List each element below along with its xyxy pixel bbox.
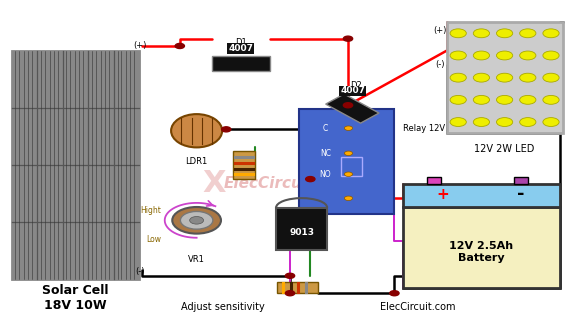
Text: VR1: VR1	[188, 255, 205, 264]
Bar	[12, 51, 139, 279]
Circle shape	[450, 95, 466, 104]
Text: 12V 2.5Ah
Battery: 12V 2.5Ah Battery	[450, 241, 513, 263]
Circle shape	[285, 273, 295, 278]
Text: ElecCircuit.com: ElecCircuit.com	[380, 302, 455, 312]
Circle shape	[473, 118, 490, 126]
Circle shape	[520, 51, 536, 60]
Circle shape	[345, 172, 353, 177]
Circle shape	[345, 151, 353, 156]
Text: Hight: Hight	[140, 206, 161, 215]
Circle shape	[450, 51, 466, 60]
Circle shape	[520, 118, 536, 126]
Circle shape	[306, 177, 315, 182]
Circle shape	[390, 291, 399, 296]
Circle shape	[520, 29, 536, 38]
Circle shape	[496, 51, 513, 60]
Circle shape	[543, 118, 559, 126]
Text: Low: Low	[146, 235, 161, 244]
Circle shape	[450, 118, 466, 126]
Circle shape	[172, 207, 221, 234]
Circle shape	[496, 118, 513, 126]
Circle shape	[473, 51, 490, 60]
Bar	[212, 56, 270, 71]
Bar	[277, 282, 318, 293]
Text: 4007: 4007	[340, 87, 365, 95]
Circle shape	[450, 73, 466, 82]
Circle shape	[543, 95, 559, 104]
Text: Adjust sensitivity: Adjust sensitivity	[182, 302, 265, 312]
Circle shape	[520, 95, 536, 104]
Bar	[233, 151, 255, 179]
Text: ElecCircuit.com: ElecCircuit.com	[224, 176, 356, 191]
Circle shape	[496, 95, 513, 104]
Text: Solar Cell
18V 10W: Solar Cell 18V 10W	[42, 284, 108, 312]
Text: 4007: 4007	[228, 44, 253, 53]
Circle shape	[543, 73, 559, 82]
Circle shape	[175, 43, 184, 49]
Bar	[513, 177, 527, 184]
Circle shape	[285, 291, 295, 296]
Circle shape	[222, 127, 231, 132]
Circle shape	[473, 29, 490, 38]
Text: D2: D2	[350, 81, 361, 90]
Text: LDR1: LDR1	[186, 157, 208, 166]
Bar	[447, 22, 563, 133]
Text: -: -	[517, 185, 524, 203]
Text: +: +	[436, 187, 448, 202]
Text: (+): (+)	[133, 42, 147, 50]
Text: (-): (-)	[136, 267, 145, 275]
Circle shape	[190, 217, 204, 224]
Circle shape	[543, 51, 559, 60]
Text: 9013: 9013	[289, 229, 314, 237]
Text: NC: NC	[320, 149, 331, 158]
Text: NO: NO	[320, 170, 331, 179]
Bar	[341, 157, 362, 176]
Ellipse shape	[171, 114, 222, 147]
Text: Relay 12V: Relay 12V	[403, 124, 445, 133]
Circle shape	[520, 73, 536, 82]
Circle shape	[345, 196, 353, 201]
Circle shape	[496, 29, 513, 38]
Text: D1: D1	[235, 38, 246, 47]
Text: X: X	[203, 169, 226, 198]
Circle shape	[343, 103, 353, 108]
Bar	[299, 109, 394, 214]
Bar	[427, 177, 441, 184]
Text: (-): (-)	[435, 61, 444, 69]
Bar	[276, 208, 327, 250]
Circle shape	[473, 95, 490, 104]
Circle shape	[343, 36, 353, 41]
Circle shape	[543, 29, 559, 38]
Circle shape	[473, 73, 490, 82]
Bar	[403, 207, 560, 288]
Text: (+): (+)	[433, 26, 447, 35]
Circle shape	[345, 126, 353, 130]
Bar	[326, 94, 379, 123]
Bar	[403, 184, 560, 207]
Text: C: C	[323, 124, 328, 133]
Circle shape	[450, 29, 466, 38]
Circle shape	[496, 73, 513, 82]
Text: 12V 2W LED: 12V 2W LED	[474, 144, 535, 154]
Circle shape	[180, 211, 213, 229]
